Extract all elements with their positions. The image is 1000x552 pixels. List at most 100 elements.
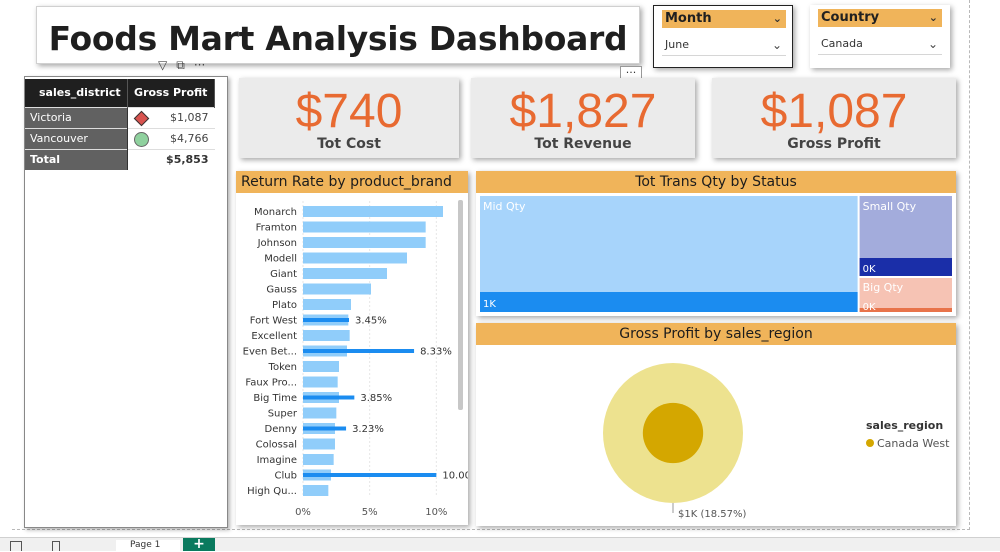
return-rate-bar-chart: 0% 5% 10% Monarch Framton Johnson Modell Giant G… [243,201,468,518]
month-slicer-header: Month ⌄ [662,10,786,28]
bar[interactable] [303,485,329,496]
filter-icon[interactable]: ▽ [158,58,168,72]
tile-value: 0K [863,264,876,275]
column-header-sales-district[interactable]: sales_district [25,79,128,107]
month-dropdown[interactable]: June ⌄ [662,34,786,56]
page-tab[interactable]: Page 1 [116,540,180,551]
trans-qty-treemap-card: Tot Trans Qty by Status Mid Qty 1K Small Q… [476,171,956,316]
gross-profit-pie-chart: $1K (18.57%) [603,363,746,520]
data-label: 3.45% [355,316,387,327]
more-options-icon[interactable]: ··· [193,58,206,72]
treemap-tile-highlight[interactable] [480,292,858,312]
tile-label: Big Qty [863,281,904,294]
table-row[interactable]: Vancouver $4,766 [25,127,215,149]
bar[interactable] [303,252,407,264]
treemap-tile[interactable] [859,278,952,312]
dashboard-title: Foods Mart Analysis Dashboard [48,19,628,58]
table-total-row: Total $5,853 [25,148,215,170]
y-category-label: Fort West [250,316,297,327]
y-category-label: Faux Pro... [245,378,297,389]
column-header-gross-profit[interactable]: Gross Profit [127,79,215,107]
bar-highlight[interactable] [303,349,415,353]
district-value: $1,087 [127,106,215,128]
kpi-value: $1,827 [509,85,657,138]
kpi-label: Gross Profit [787,136,881,152]
y-category-label: Big Time [253,393,297,404]
bar[interactable] [303,237,426,248]
bar[interactable] [303,376,338,388]
table-row[interactable]: Victoria $1,087 [25,106,215,128]
month-slicer[interactable]: Month ⌄ June ⌄ [653,5,793,68]
y-category-label: Johnson [257,238,297,249]
bar[interactable] [303,283,371,295]
bar[interactable] [303,454,334,465]
district-value: $4,766 [127,127,215,149]
bar-highlight[interactable] [303,318,349,322]
data-label: $1K (18.57%) [678,509,746,520]
district-table: sales_district Gross Profit Victoria $1,… [25,79,215,170]
return-rate-chart-card: Return Rate by product_brand 0% 5% 10% Mona… [236,171,468,525]
district-name: Vancouver [25,127,128,149]
chart-title: Tot Trans Qty by Status [476,171,956,193]
bar[interactable] [303,299,351,310]
legend-item[interactable]: Canada West [866,437,949,450]
chart-title: Gross Profit by sales_region [476,323,956,345]
bar[interactable] [303,221,426,233]
tile-label: Small Qty [863,200,917,213]
bar[interactable] [303,407,337,419]
country-slicer-header: Country ⌄ [818,9,942,27]
focus-mode-icon[interactable]: ⧉ [176,58,185,72]
diamond-icon [133,110,149,126]
tile-label: Mid Qty [483,200,526,213]
bar[interactable] [303,268,387,279]
y-category-label: Super [268,409,298,420]
kpi-card-profit: $1,087 Gross Profit [712,78,956,158]
chevron-down-icon[interactable]: ⌄ [927,37,938,51]
y-category-label: Gauss [266,285,297,296]
country-slicer[interactable]: Country ⌄ Canada ⌄ [810,5,950,68]
bar[interactable] [303,330,350,341]
circle-icon [133,131,149,147]
kpi-value: $1,087 [760,85,908,138]
total-label: Total [25,148,128,170]
pie-slice[interactable] [642,402,704,464]
y-category-label: Club [275,471,297,482]
country-dropdown[interactable]: Canada ⌄ [818,33,942,55]
bar-highlight[interactable] [303,395,355,400]
visual-header-icons: ▽ ⧉ ··· [158,58,214,73]
add-page-button[interactable]: + [183,537,215,551]
y-category-label: Giant [270,269,297,280]
kpi-card-cost: $740 Tot Cost [239,78,459,158]
bar[interactable] [303,438,335,450]
data-label: 3.23% [352,424,384,435]
x-tick-label: 0% [295,507,311,518]
chevron-down-icon[interactable]: ⌄ [928,11,938,24]
y-category-label: Colossal [256,440,297,451]
page-navigation-bar [0,537,1000,551]
page-view-icon[interactable] [10,541,22,551]
kpi-label: Tot Revenue [534,136,632,152]
chevron-down-icon[interactable]: ⌄ [772,12,782,25]
bar-highlight[interactable] [303,473,437,477]
y-category-label: High Qu... [247,486,297,497]
treemap-tile-highlight[interactable] [859,258,952,276]
data-label: 10.00% [442,471,468,482]
data-label: 8.33% [420,347,452,358]
trans-qty-treemap: Mid Qty 1K Small Qty 0K Big Qty 0K [480,196,952,313]
bar-highlight[interactable] [303,426,347,431]
y-category-label: Token [268,362,297,373]
y-category-label: Framton [256,223,297,234]
tile-value: 1K [483,299,496,310]
x-tick-label: 5% [362,507,378,518]
chevron-down-icon[interactable]: ⌄ [771,38,782,52]
chart-title: Return Rate by product_brand [236,171,468,193]
gross-profit-pie-card: Gross Profit by sales_region $1K (18.57%… [476,323,956,526]
bar[interactable] [303,206,443,217]
total-value: $5,853 [127,148,215,170]
treemap-tile-highlight[interactable] [859,308,952,312]
page-list-icon[interactable] [52,541,60,551]
bar[interactable] [303,361,339,372]
tile-value: 0K [863,302,876,313]
y-category-label: Plato [272,300,297,311]
scrollbar[interactable] [458,200,463,410]
